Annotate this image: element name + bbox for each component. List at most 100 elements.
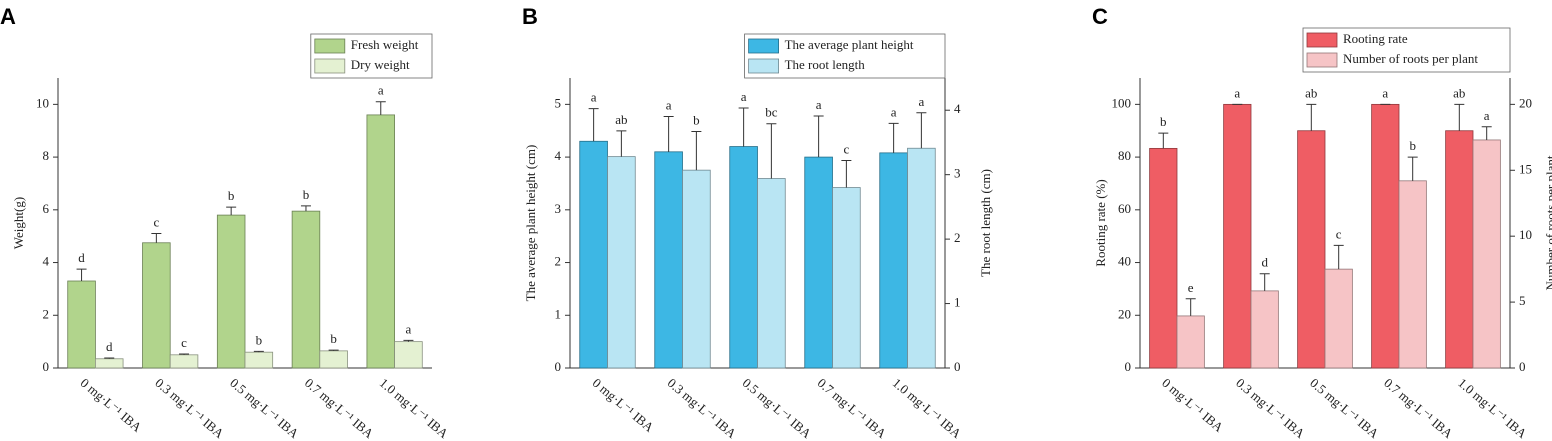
legend-label: The average plant height: [785, 37, 914, 52]
y-tick-label: 80: [1118, 148, 1131, 163]
y-tick-label: 0: [555, 359, 562, 374]
error-bar: [738, 107, 749, 147]
legend-swatch: [314, 38, 346, 54]
x-tick-label: 0.7 mg·L⁻¹ IBA: [302, 375, 377, 441]
error-bar: [375, 101, 386, 115]
y-tick-label: 5: [555, 95, 562, 110]
error-bar: [888, 122, 899, 153]
x-tick-label: 0.5 mg·L⁻¹ IBA: [740, 375, 815, 441]
y-tick-label: 1: [555, 306, 562, 321]
bar: [319, 350, 348, 369]
error-bar: [1333, 244, 1344, 270]
error-bar: [300, 205, 311, 212]
bar: [1371, 103, 1400, 369]
legend-swatch: [748, 58, 779, 74]
significance-label: a: [1382, 85, 1388, 100]
error-bar: [813, 115, 824, 158]
significance-label: b: [1160, 114, 1167, 129]
x-tick-label: 0.5 mg·L⁻¹ IBA: [1307, 375, 1382, 441]
y2-tick-label: 3: [954, 166, 961, 181]
error-bar: [841, 159, 852, 188]
y-tick-label: 8: [43, 148, 50, 163]
legend-label: Number of roots per plant: [1343, 51, 1478, 66]
significance-label: b: [330, 331, 337, 346]
significance-label: b: [693, 112, 700, 127]
error-bar: [1306, 103, 1317, 131]
error-bar: [226, 206, 237, 216]
bar: [1398, 180, 1427, 369]
x-tick-label: 0 mg·L⁻¹ IBA: [590, 375, 658, 435]
significance-label: a: [918, 94, 924, 109]
y2-tick-label: 15: [1519, 161, 1532, 176]
significance-label: a: [741, 89, 747, 104]
panel-label: B: [522, 4, 538, 29]
significance-label: a: [666, 97, 672, 112]
error-bar: [663, 115, 674, 152]
y2-tick-label: 2: [954, 230, 961, 245]
x-tick-label: 0.7 mg·L⁻¹ IBA: [1381, 375, 1456, 441]
significance-label: b: [228, 188, 235, 203]
y-tick-label: 0: [43, 359, 50, 374]
error-bar: [588, 108, 599, 142]
bar: [579, 140, 608, 369]
y-axis-title: Rooting rate (%): [1093, 179, 1108, 266]
bar: [879, 152, 908, 369]
y2-tick-label: 5: [1519, 293, 1526, 308]
bar: [729, 146, 758, 369]
error-bar: [1185, 298, 1196, 316]
y-tick-label: 4: [43, 254, 50, 269]
bar: [1223, 103, 1252, 369]
bar: [1472, 139, 1501, 369]
y-tick-label: 2: [555, 254, 562, 269]
legend-label: Fresh weight: [351, 37, 419, 52]
y-tick-label: 60: [1118, 201, 1131, 216]
error-bar: [403, 339, 414, 342]
y2-tick-label: 20: [1519, 95, 1532, 110]
error-bar: [766, 123, 777, 179]
significance-label: a: [378, 83, 384, 98]
y-tick-label: 10: [36, 95, 49, 110]
y2-tick-label: 0: [954, 359, 961, 374]
significance-label: d: [1261, 255, 1268, 270]
error-bar: [104, 357, 115, 359]
bar: [1297, 130, 1326, 369]
y2-tick-label: 4: [954, 101, 961, 116]
legend-swatch: [748, 38, 779, 54]
panel-label: A: [0, 4, 16, 29]
y2-axis-title: Number of roots per plant: [1543, 155, 1552, 290]
error-bar: [1407, 156, 1418, 181]
error-bar: [916, 112, 927, 149]
significance-label: a: [1484, 108, 1490, 123]
bar: [832, 187, 861, 369]
significance-label: ab: [1305, 85, 1317, 100]
significance-label: ab: [1453, 85, 1465, 100]
significance-label: d: [78, 250, 85, 265]
legend-label: Dry weight: [351, 57, 410, 72]
bar: [142, 242, 171, 369]
bar: [366, 114, 396, 369]
error-bar: [179, 353, 190, 355]
legend-swatch: [1306, 52, 1338, 68]
y-tick-label: 2: [43, 306, 50, 321]
error-bar: [616, 130, 627, 157]
significance-label: e: [1188, 280, 1194, 295]
significance-label: a: [891, 104, 897, 119]
error-bar: [151, 233, 162, 243]
x-tick-label: 0.5 mg·L⁻¹ IBA: [227, 375, 302, 441]
error-bar: [253, 350, 264, 353]
bar: [291, 210, 321, 369]
significance-label: c: [843, 141, 849, 156]
bar: [394, 341, 423, 369]
y-tick-label: 3: [555, 201, 562, 216]
error-bar: [1481, 126, 1492, 140]
y-tick-label: 6: [43, 201, 50, 216]
bar: [244, 351, 274, 369]
significance-label: a: [1234, 85, 1240, 100]
significance-label: b: [1409, 138, 1416, 153]
bar: [169, 354, 199, 369]
legend-swatch: [1306, 32, 1338, 48]
x-tick-label: 0 mg·L⁻¹ IBA: [78, 375, 146, 435]
y2-tick-label: 1: [954, 295, 961, 310]
bar: [1250, 290, 1279, 369]
